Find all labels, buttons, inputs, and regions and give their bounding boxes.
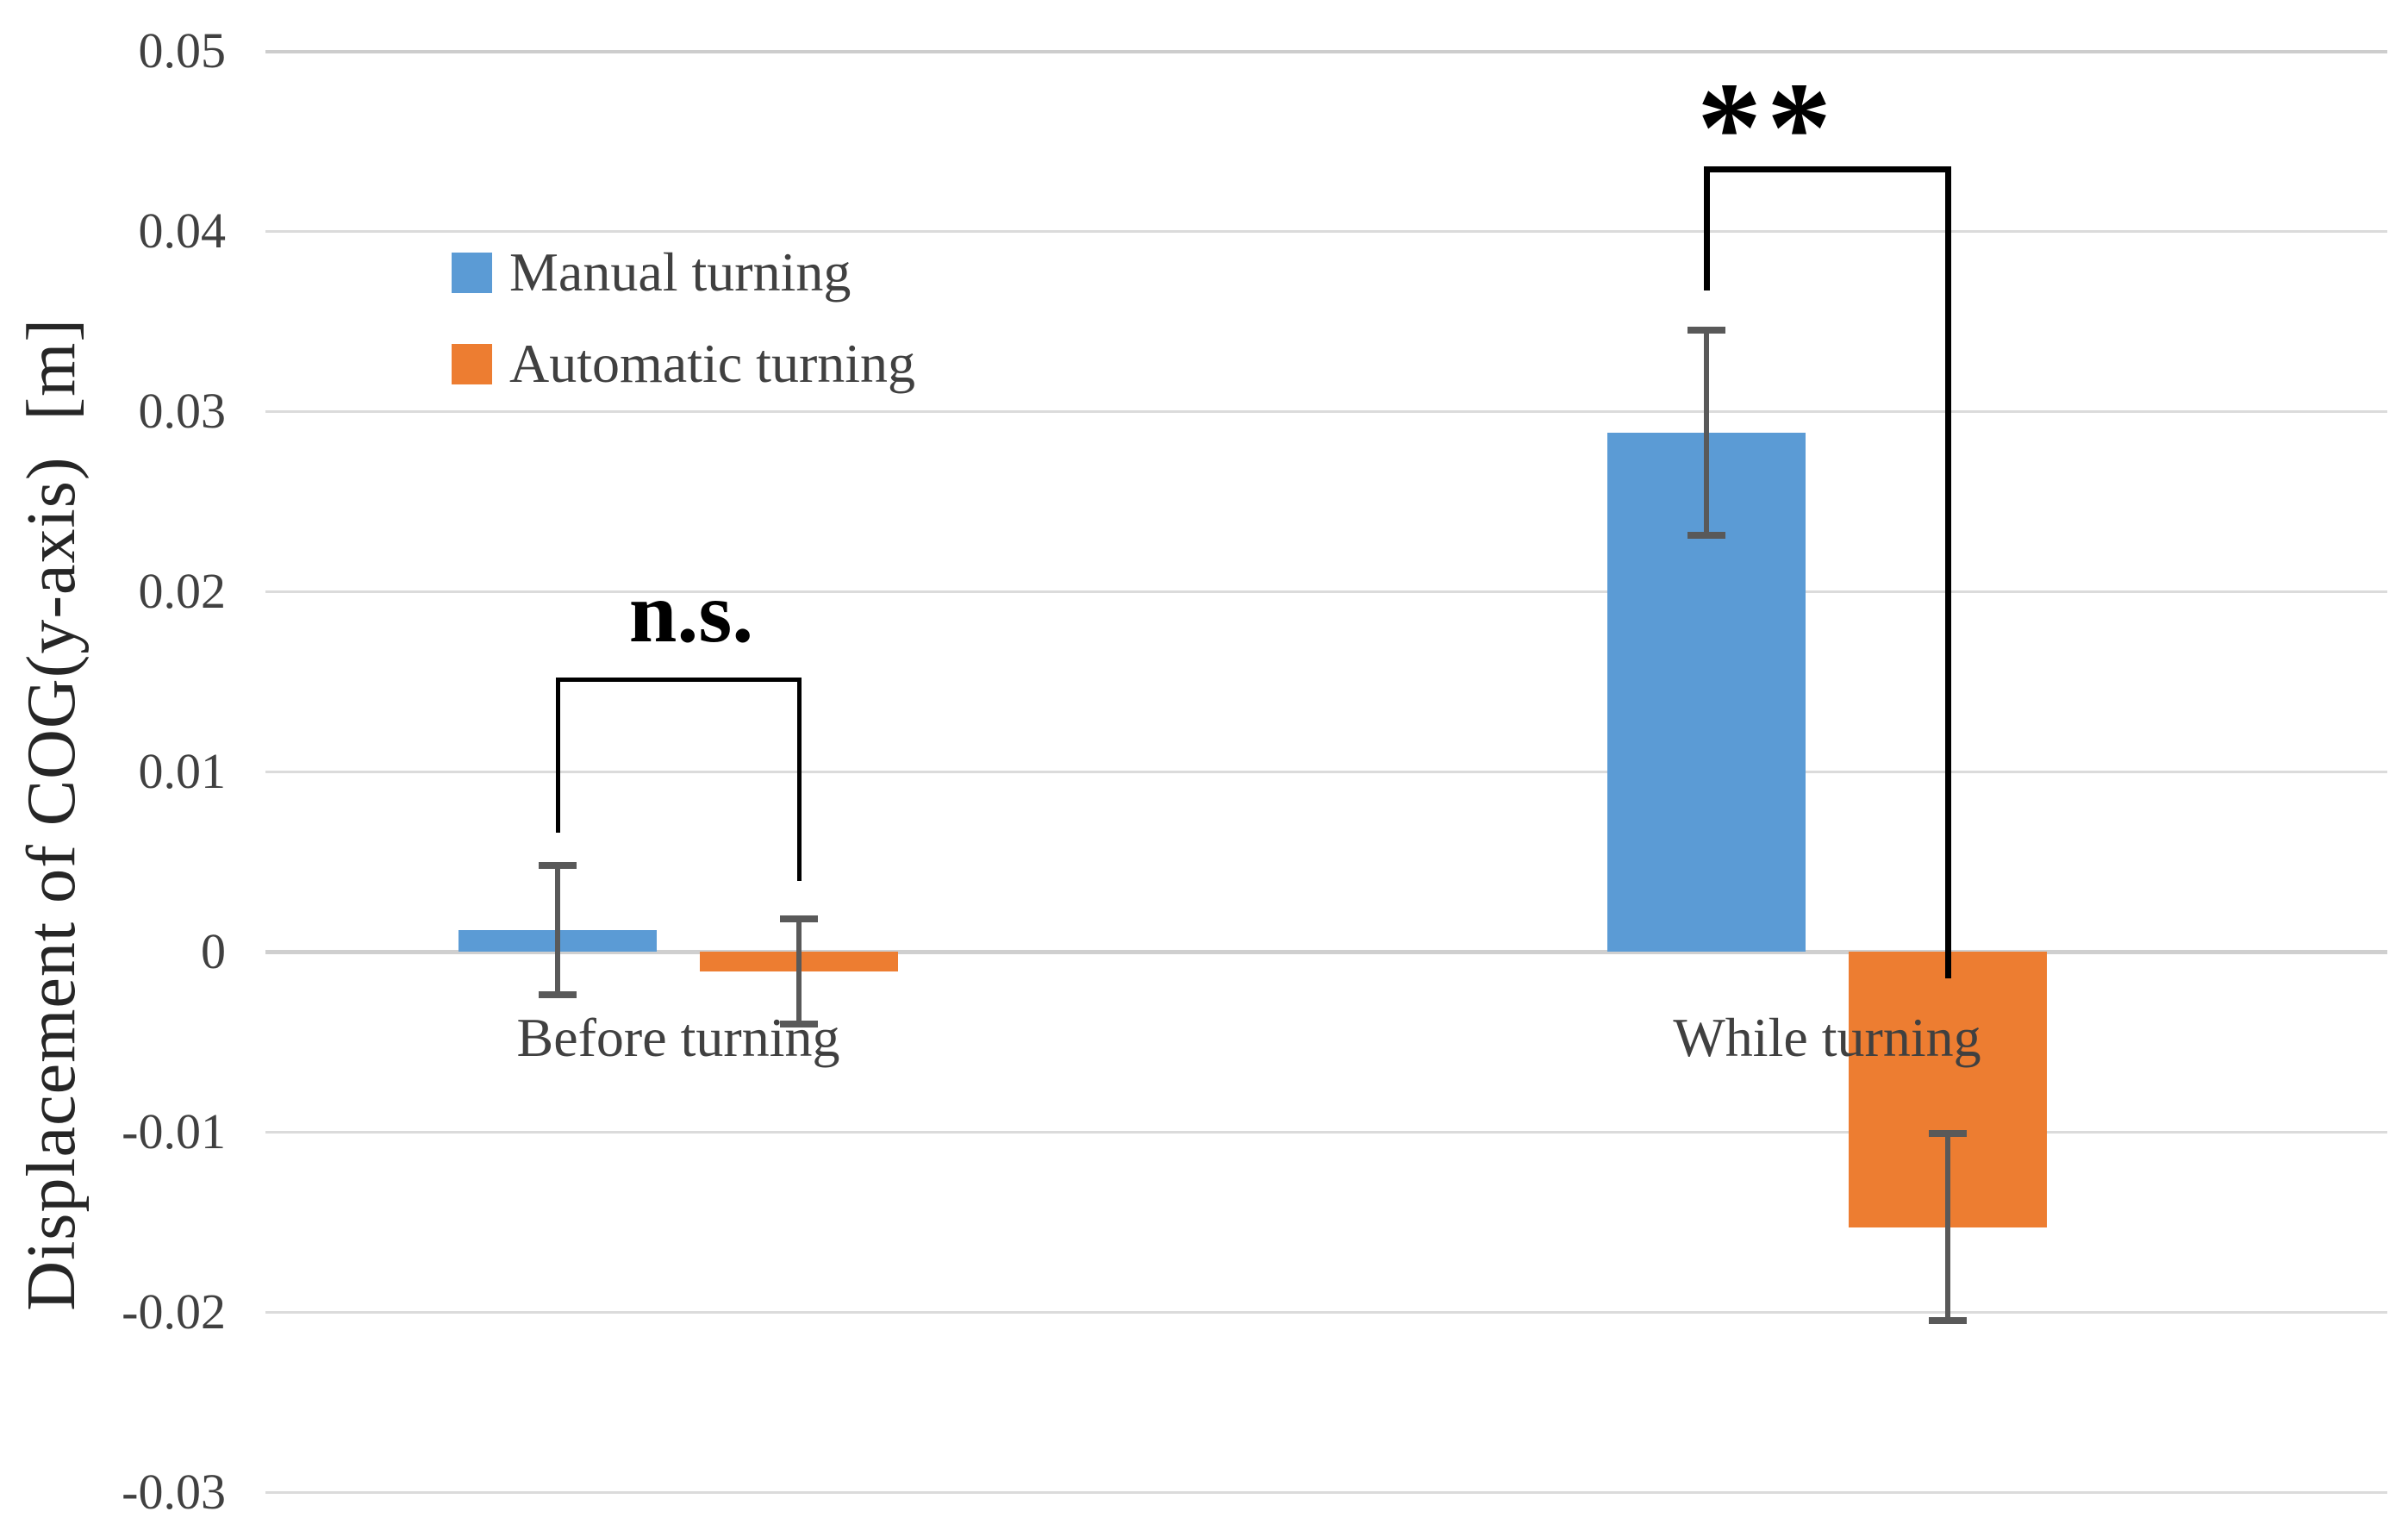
gridline-0.03 xyxy=(265,410,2387,413)
gridline--0.03 xyxy=(265,1491,2387,1494)
sig-bracket-bar xyxy=(1703,166,1951,172)
y-tick-label-0.04: 0.04 xyxy=(138,203,227,259)
y-tick-label--0.01: -0.01 xyxy=(122,1103,226,1159)
y-tick-label-0.01: 0.01 xyxy=(138,743,227,799)
sig-bracket-bar xyxy=(555,678,802,682)
y-tick-label-0.05: 0.05 xyxy=(138,22,227,78)
error-bar-cap-bottom xyxy=(780,1021,818,1027)
gridline-0.04 xyxy=(265,230,2387,233)
error-bar-stem xyxy=(555,865,560,995)
legend-label-manual: Manual turning xyxy=(509,241,852,303)
error-bar-stem xyxy=(1704,330,1709,535)
error-bar-cap-top xyxy=(1929,1130,1967,1137)
legend: Manual turning Automatic turning xyxy=(452,241,915,424)
y-tick-label--0.02: -0.02 xyxy=(122,1284,226,1340)
y-tick-label-0.03: 0.03 xyxy=(138,383,227,439)
gridline-0.02 xyxy=(265,590,2387,593)
error-bar-cap-top xyxy=(780,915,818,922)
legend-label-automatic: Automatic turning xyxy=(509,333,916,394)
y-tick-label-0.02: 0.02 xyxy=(138,563,227,619)
gridline-0 xyxy=(265,950,2387,954)
category-label-before: Before turning xyxy=(516,1007,840,1068)
legend-swatch-manual-icon xyxy=(452,252,492,293)
category-label-while: While turning xyxy=(1673,1007,1981,1068)
y-axis-title-box: Displacement of COG(y-axis) [m] xyxy=(0,168,103,1461)
y-tick-label-0: 0 xyxy=(201,923,226,979)
error-bar-cap-top xyxy=(539,862,577,869)
sig-bracket-right-leg xyxy=(796,678,802,881)
error-bar-cap-bottom xyxy=(1687,532,1725,539)
error-bar-cap-bottom xyxy=(1929,1317,1967,1324)
error-bar-stem xyxy=(1945,1134,1950,1321)
gridline--0.02 xyxy=(265,1311,2387,1314)
sig-bracket-left-leg xyxy=(555,678,560,833)
gridline--0.01 xyxy=(265,1131,2387,1134)
gridline-0.05 xyxy=(265,50,2387,53)
gridline-0.01 xyxy=(265,771,2387,773)
legend-swatch-automatic-icon xyxy=(452,343,492,384)
error-bar-cap-top xyxy=(1687,327,1725,334)
y-tick-label--0.03: -0.03 xyxy=(122,1464,226,1520)
sig-bracket-left-leg xyxy=(1703,166,1710,290)
error-bar-cap-bottom xyxy=(539,991,577,998)
error-bar-stem xyxy=(796,919,802,1024)
legend-item-automatic-turning: Automatic turning xyxy=(452,333,915,395)
legend-item-manual-turning: Manual turning xyxy=(452,241,915,303)
sig-bracket-right-leg xyxy=(1944,166,1951,978)
significance-label-stars: ** xyxy=(1697,56,1837,199)
significance-label-ns: n.s. xyxy=(628,565,754,660)
